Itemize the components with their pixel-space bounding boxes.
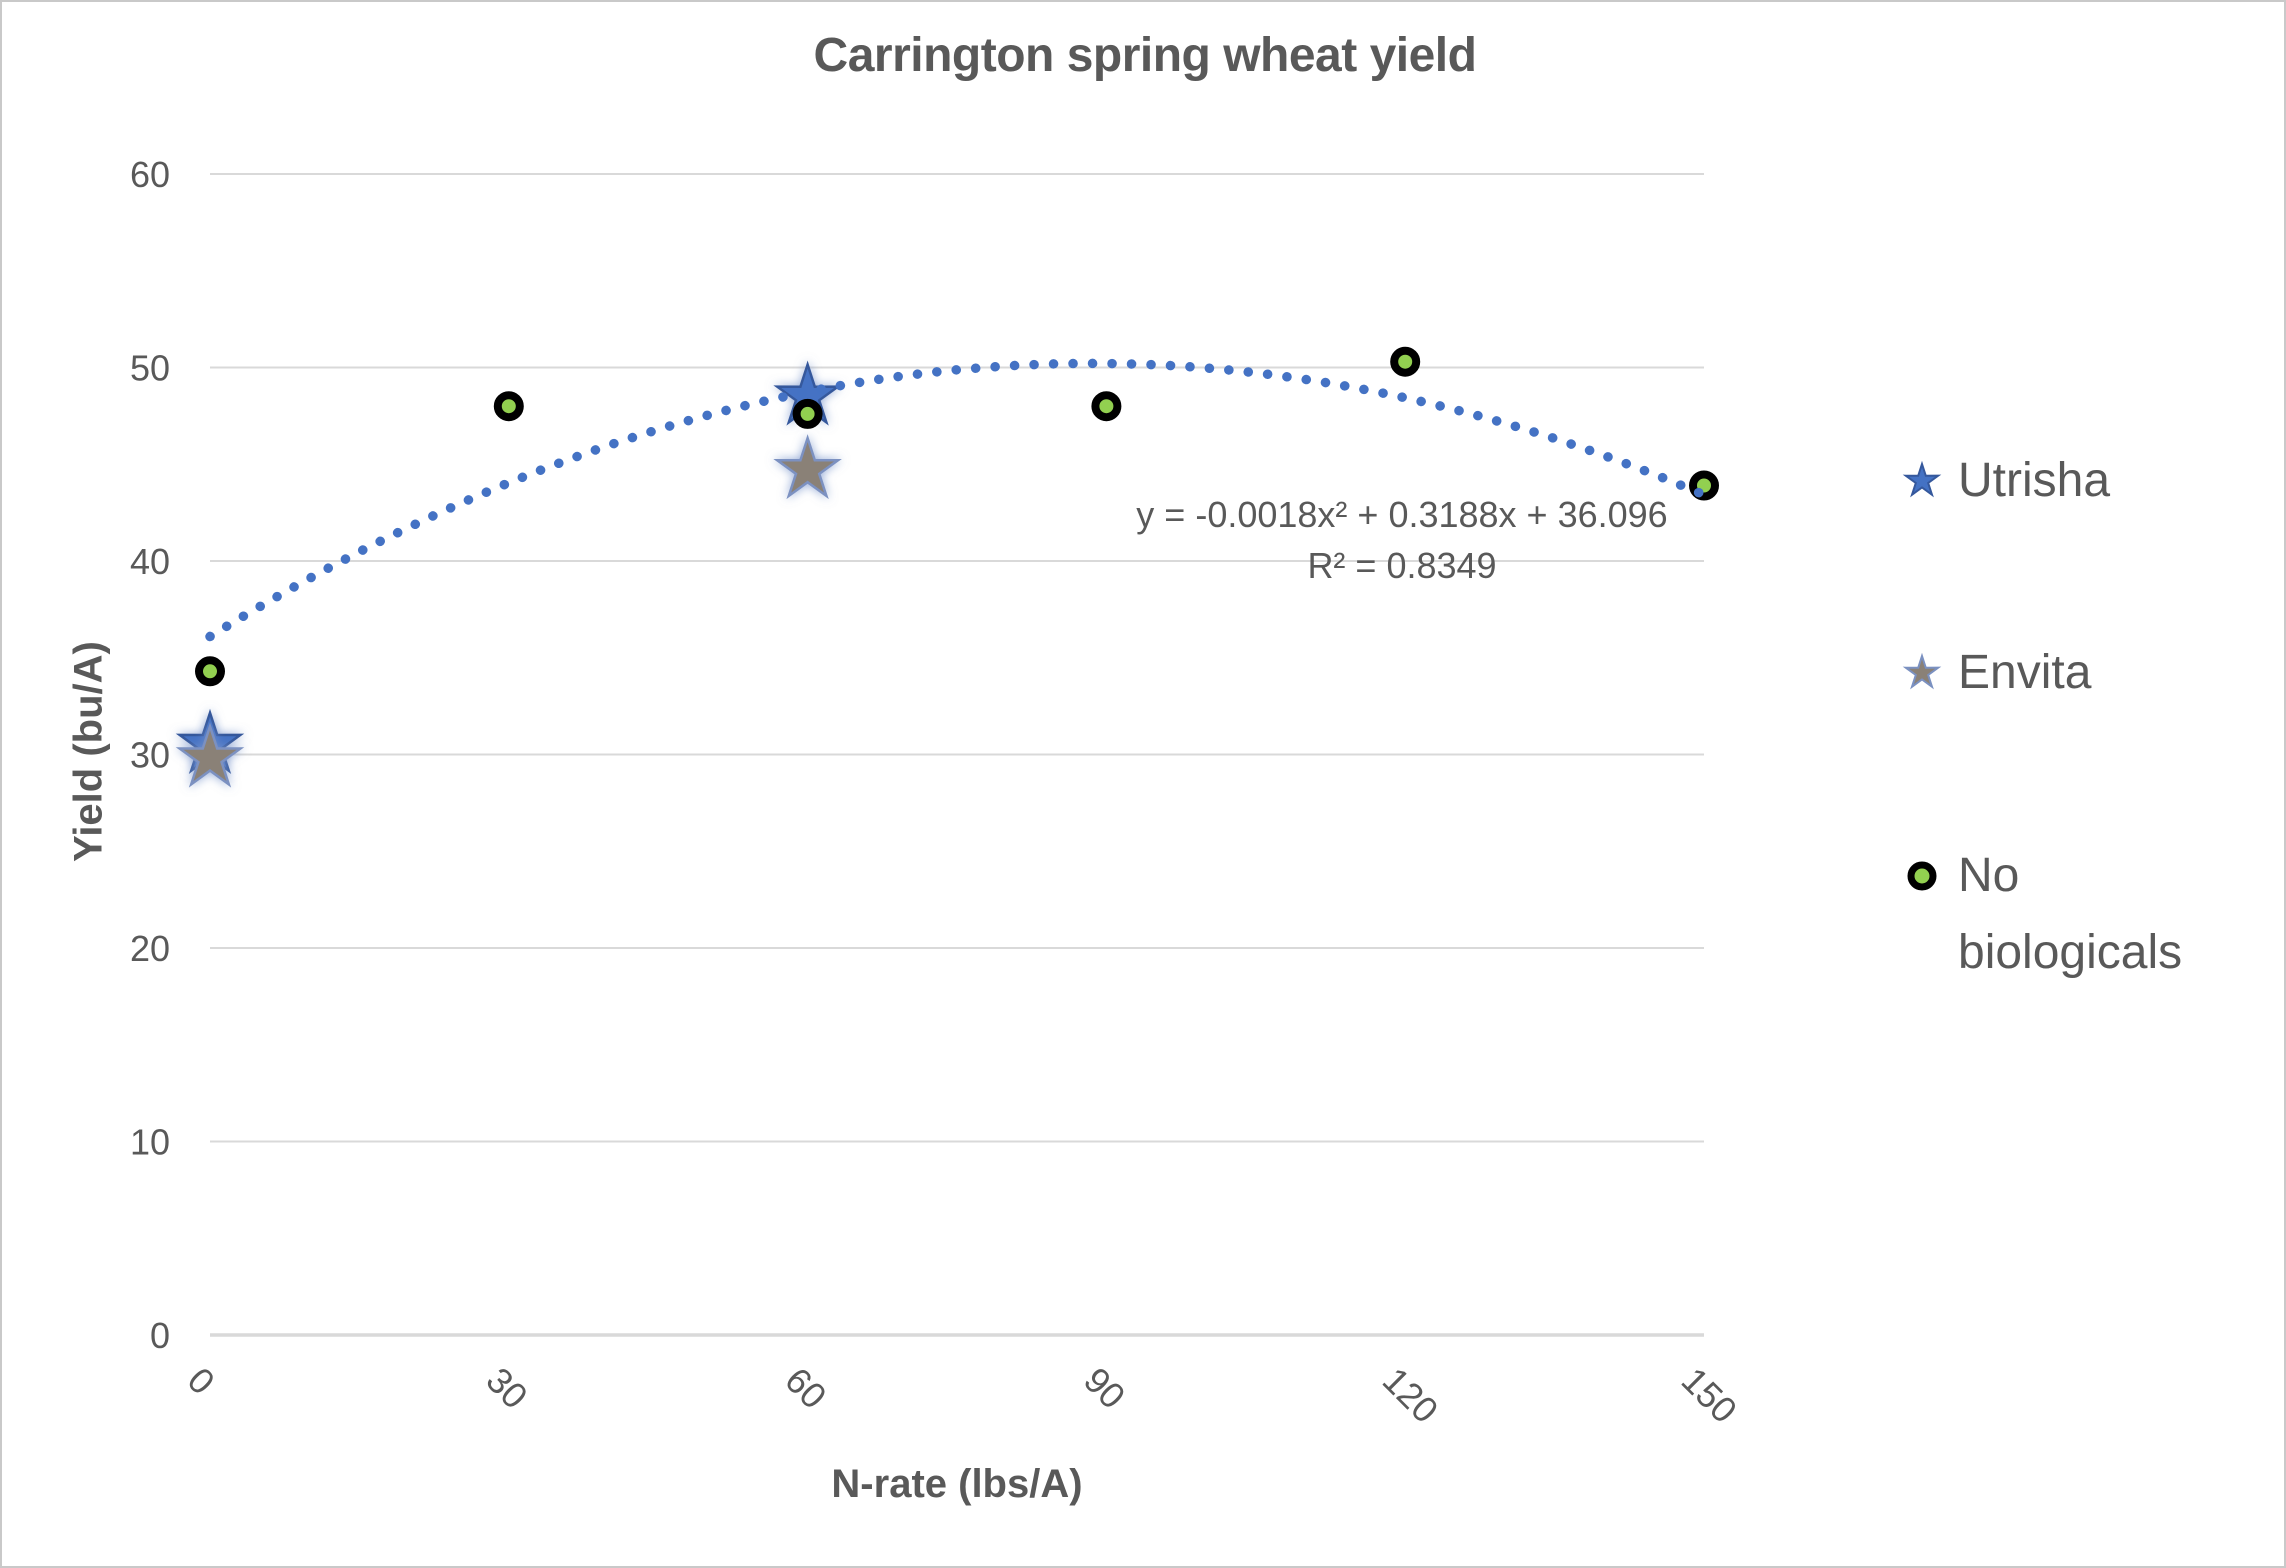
legend-item-no-biologicals: No biologicals — [1898, 837, 2258, 991]
trendline-equation: y = -0.0018x² + 0.3188x + 36.096 — [1136, 494, 1668, 535]
data-point-circle — [493, 391, 524, 422]
y-axis-title: Yield (bu/A) — [66, 641, 111, 862]
x-axis-title: N-rate (lbs/A) — [831, 1462, 1083, 1506]
legend-label: No biologicals — [1958, 849, 2183, 979]
chart-title: Carrington spring wheat yield — [813, 29, 1477, 82]
x-tick-label: 0 — [180, 1359, 223, 1402]
legend: Utrisha Envita No biologicals — [1898, 442, 2258, 991]
data-point-circle — [1091, 391, 1122, 422]
y-tick-label: 50 — [130, 348, 170, 389]
legend-label: Envita — [1958, 646, 2092, 699]
legend-item-envita: Envita — [1898, 634, 2258, 711]
y-tick-label: 60 — [130, 154, 170, 195]
legend-star-glyph — [1902, 652, 1942, 690]
data-point-circle — [1390, 346, 1421, 377]
trendline — [205, 358, 1709, 642]
x-tick-label: 30 — [478, 1359, 535, 1416]
legend-label: Utrisha — [1958, 454, 2111, 507]
y-tick-label: 20 — [130, 928, 170, 969]
star-icon — [1902, 460, 1942, 498]
data-point-star — [773, 434, 842, 500]
y-tick-label: 0 — [150, 1315, 170, 1356]
circle-icon — [1907, 861, 1937, 891]
legend-circle-glyph — [1907, 861, 1937, 891]
y-tick-label: 40 — [130, 541, 170, 582]
x-tick-label: 150 — [1674, 1359, 1745, 1430]
data-point-star — [175, 722, 245, 788]
trendline-annotation: y = -0.0018x² + 0.3188x + 36.096 R² = 0.… — [1127, 489, 1677, 591]
x-tick-label: 60 — [777, 1359, 834, 1416]
legend-item-utrisha: Utrisha — [1898, 442, 2258, 519]
legend-star-glyph — [1902, 460, 1942, 498]
data-point-circle — [792, 398, 823, 429]
data-point-circle — [195, 656, 225, 687]
y-tick-label: 30 — [130, 735, 170, 776]
x-tick-label: 90 — [1076, 1359, 1133, 1416]
y-tick-label: 10 — [130, 1122, 170, 1163]
trendline-r-squared: R² = 0.8349 — [1307, 545, 1497, 586]
x-tick-label: 120 — [1375, 1359, 1446, 1430]
star-icon — [1902, 652, 1942, 690]
